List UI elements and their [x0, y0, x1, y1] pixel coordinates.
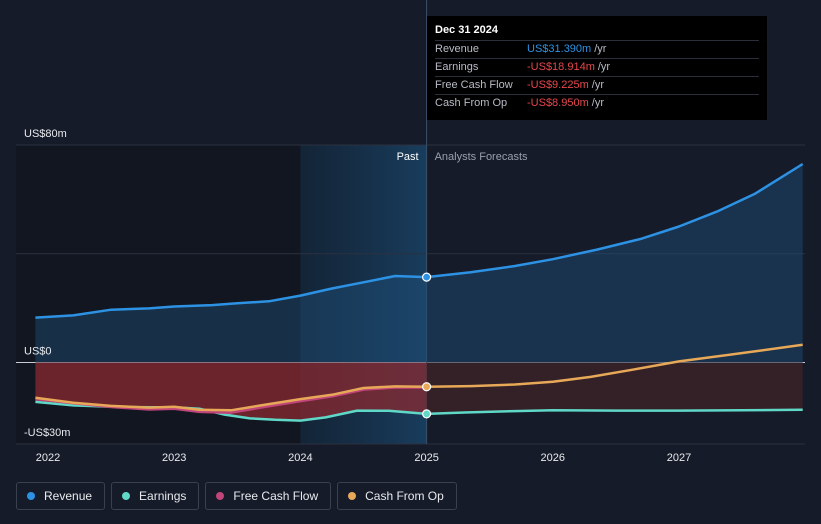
tooltip-row-value: -US$18.914m: [527, 61, 595, 73]
data-tooltip: Dec 31 2024 Revenue US$31.390m/yr Earnings…: [427, 16, 767, 120]
legend-dot-icon: [27, 492, 35, 500]
tooltip-row-free-cash-flow: Free Cash Flow -US$9.225m/yr: [435, 76, 759, 94]
y-tick-label: US$80m: [24, 128, 67, 140]
tooltip-row-label: Free Cash Flow: [435, 79, 513, 91]
legend-label: Free Cash Flow: [233, 489, 319, 503]
legend-item-earnings[interactable]: Earnings: [111, 482, 200, 510]
x-tick-label: 2024: [288, 452, 312, 464]
tooltip-row-cash-from-op: Cash From Op -US$8.950m/yr: [435, 94, 759, 112]
tooltip-row-value: -US$9.225m: [527, 79, 589, 91]
tooltip-row-unit: /yr: [591, 79, 604, 91]
marker-earnings: [422, 409, 432, 419]
legend-dot-icon: [348, 492, 357, 500]
tooltip-row-unit: /yr: [594, 43, 607, 55]
y-tick-label: -US$30m: [24, 427, 70, 439]
legend-item-free-cash-flow[interactable]: Free Cash Flow: [205, 482, 332, 510]
revenue-area: [35, 164, 803, 363]
x-tick-label: 2027: [667, 452, 691, 464]
earnings-area-forecast: [426, 362, 803, 414]
legend: Revenue Earnings Free Cash Flow Cash From O…: [16, 482, 457, 510]
series-line-cash-from-op: [35, 343, 803, 412]
x-tick-label: 2023: [162, 452, 186, 464]
tooltip-row-label: Revenue: [435, 43, 480, 55]
legend-label: Earnings: [139, 489, 187, 503]
legend-item-cash-from-op[interactable]: Cash From Op: [337, 482, 457, 510]
legend-label: Revenue: [44, 489, 93, 503]
forecast-label: Analysts Forecasts: [435, 151, 528, 163]
legend-item-revenue[interactable]: Revenue: [16, 482, 106, 510]
chart-hover-markers: [422, 272, 432, 419]
tooltip-row-value: US$31.390m: [527, 43, 592, 55]
tooltip-date: Dec 31 2024: [435, 24, 498, 36]
tooltip-row-label: Cash From Op: [435, 97, 508, 109]
y-tick-label: US$0: [24, 345, 52, 357]
legend-dot-icon: [122, 492, 131, 500]
chart-series-lines: [35, 162, 804, 422]
tooltip-row-revenue: Revenue US$31.390m/yr: [435, 40, 759, 58]
tooltip-row-label: Earnings: [435, 61, 479, 73]
tooltip-row-earnings: Earnings -US$18.914m/yr: [435, 58, 759, 76]
tooltip-row-unit: /yr: [591, 97, 604, 109]
marker-revenue: [422, 272, 432, 282]
x-tick-label: 2026: [541, 452, 565, 464]
tooltip-row-value: -US$8.950m: [527, 97, 589, 109]
chart-labels: US$80m US$0 -US$30m 2022 2023 2024 2025 2026 202…: [24, 128, 691, 464]
series-line-revenue: [35, 162, 804, 319]
legend-label: Cash From Op: [365, 489, 444, 503]
x-tick-label: 2022: [36, 452, 60, 464]
x-tick-label: 2025: [414, 452, 438, 464]
legend-dot-icon: [216, 492, 225, 500]
tooltip-row-unit: /yr: [597, 61, 611, 73]
past-label: Past: [397, 151, 419, 163]
marker-cash-from-op: [422, 382, 432, 392]
